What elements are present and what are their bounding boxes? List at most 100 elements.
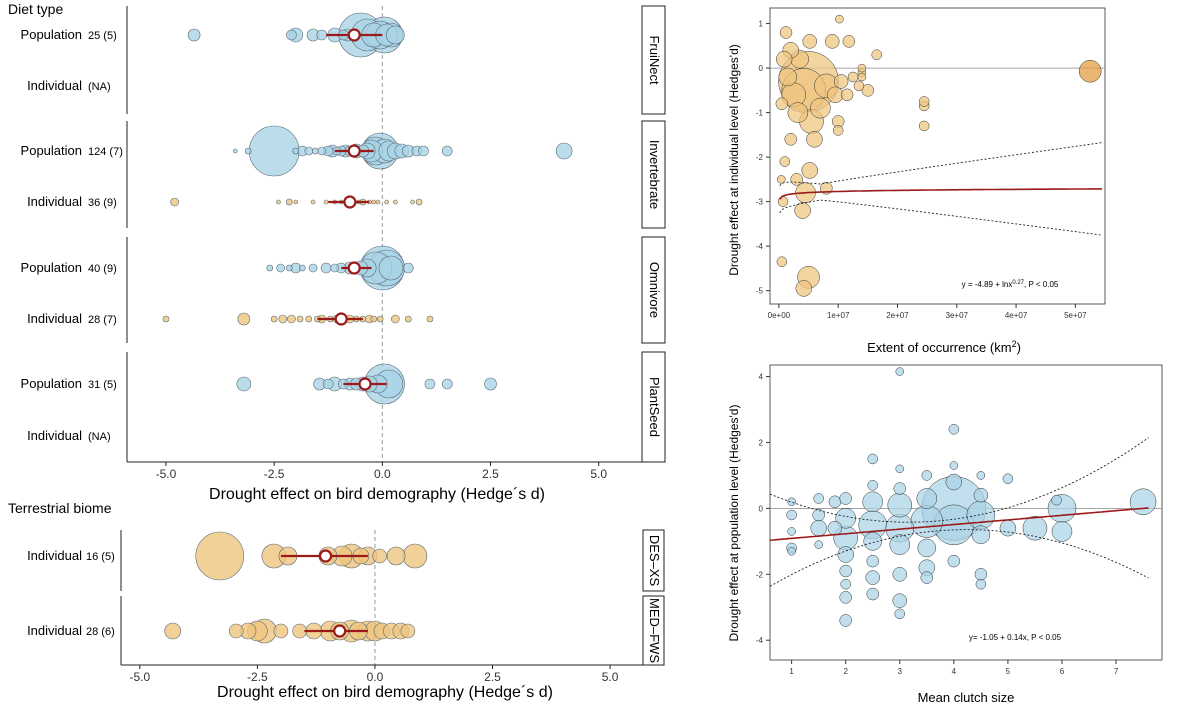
- data-point: [839, 564, 852, 578]
- data-point: [400, 623, 416, 639]
- data-point: [839, 614, 852, 627]
- row-sample-size: 124 (7): [88, 146, 123, 158]
- data-point: [266, 264, 274, 272]
- data-point: [304, 146, 314, 156]
- plot-frame: [769, 7, 1106, 305]
- data-point: [976, 471, 986, 480]
- data-point: [164, 622, 182, 640]
- row-sample-size: 16 (5): [86, 551, 115, 563]
- data-point: [857, 72, 867, 82]
- data-point: [316, 29, 328, 41]
- data-point: [237, 312, 251, 326]
- data-point: [840, 88, 854, 102]
- data-point: [918, 120, 930, 132]
- data-point: [861, 84, 875, 97]
- data-point: [402, 543, 428, 569]
- data-point: [244, 147, 252, 155]
- data-point: [484, 377, 497, 391]
- data-point: [391, 314, 400, 324]
- data-point: [236, 376, 252, 392]
- data-point: [827, 520, 843, 536]
- x-tick-label: -5.0: [129, 670, 150, 684]
- data-point: [790, 173, 803, 186]
- data-point: [810, 519, 827, 537]
- row-sample-size: (NA): [88, 431, 111, 443]
- data-point: [857, 63, 867, 73]
- data-point: [810, 97, 831, 119]
- data-point: [887, 492, 913, 518]
- data-point: [310, 199, 316, 205]
- data-point: [867, 453, 878, 465]
- data-point: [320, 262, 332, 274]
- mean-estimate: [333, 624, 347, 638]
- data-point: [1078, 59, 1102, 83]
- data-point: [270, 315, 278, 323]
- row-sample-size: 40 (9): [88, 263, 117, 275]
- x-tick-label: -2.5: [247, 670, 268, 684]
- data-point: [386, 546, 406, 566]
- data-point: [920, 571, 934, 584]
- data-point: [813, 493, 824, 504]
- y-tick-label: 4: [759, 373, 764, 382]
- data-point: [415, 198, 423, 206]
- data-point: [370, 315, 377, 323]
- data-point: [812, 508, 825, 522]
- y-tick-label: -3: [756, 198, 764, 207]
- row-label: Individual: [27, 548, 82, 563]
- x-tick-label: 6: [1060, 667, 1065, 676]
- data-point: [287, 314, 296, 324]
- data-point: [441, 378, 453, 390]
- data-point: [187, 28, 201, 42]
- regression-line: [769, 507, 1149, 541]
- y-tick-label: -5: [756, 287, 764, 296]
- row-sample-size: 28 (6): [86, 626, 115, 638]
- data-point: [999, 519, 1017, 537]
- data-point: [775, 97, 789, 110]
- data-point: [853, 80, 865, 92]
- x-tick-label: 3: [898, 667, 903, 676]
- data-point: [966, 500, 996, 530]
- facet-strip-label: PlantSeed: [647, 377, 662, 437]
- data-point: [405, 315, 412, 323]
- data-point: [895, 464, 905, 474]
- row-sample-size: 31 (5): [88, 379, 117, 391]
- x-tick-label: -2.5: [264, 467, 285, 481]
- data-point: [806, 131, 823, 148]
- data-point: [285, 264, 293, 272]
- eoo-chart: 0e+00 1e+07 2e+07 3e+07 4e+07 5e+07 -5 -4 -3 -2 -1…: [727, 7, 1106, 355]
- data-point: [162, 315, 170, 323]
- data-point: [833, 74, 849, 89]
- data-point: [330, 263, 340, 273]
- data-point: [889, 534, 911, 555]
- x-tick-label: 0e+00: [768, 311, 791, 320]
- data-point: [1129, 488, 1157, 516]
- data-point: [786, 509, 797, 521]
- data-point: [779, 156, 791, 167]
- data-point: [787, 527, 796, 536]
- regression-line: [779, 188, 1102, 200]
- clutch-y-axis-label: Drought effect at population level (Hedg…: [727, 405, 741, 642]
- x-tick-label: 4: [952, 667, 957, 676]
- data-point: [892, 593, 908, 608]
- data-point: [948, 424, 960, 435]
- diet-chart: Diet type FruiNect Invertebrate Omnivore Pl…: [8, 1, 666, 503]
- y-tick-label: 2: [759, 438, 764, 447]
- data-point: [777, 175, 786, 184]
- biome-chart: Terrestrial biome DES–XS MED–FWS Individua…: [8, 500, 665, 701]
- data-point: [892, 567, 908, 582]
- data-point: [555, 142, 573, 160]
- data-point: [371, 199, 376, 205]
- x-tick-label: 2.5: [484, 670, 501, 684]
- clutch-x-axis-label: Mean clutch size: [918, 690, 1015, 705]
- data-point: [895, 367, 905, 376]
- data-point: [871, 49, 882, 60]
- data-point: [828, 495, 842, 509]
- y-tick-label: -4: [756, 636, 764, 645]
- data-point: [298, 264, 306, 272]
- biome-x-axis-label: Drought effect on bird demography (Hedge…: [217, 684, 553, 701]
- y-tick-label: -2: [756, 570, 764, 579]
- x-tick-label: 0.0: [367, 670, 384, 684]
- row-label: Population: [21, 376, 82, 391]
- y-tick-label: 1: [759, 20, 764, 29]
- mean-estimate: [334, 312, 348, 326]
